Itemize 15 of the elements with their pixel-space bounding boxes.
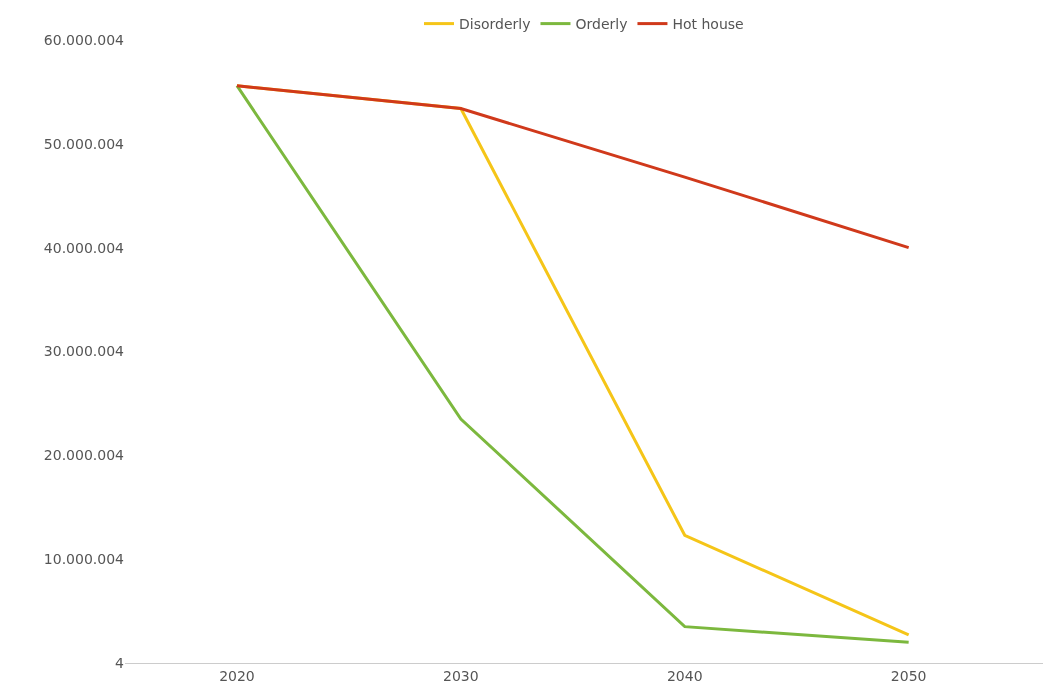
y-tick-label: 60.000.004 [43, 31, 125, 48]
x-tick-label: 2020 [219, 667, 255, 684]
legend-label: Hot house [672, 16, 744, 33]
legend-label: Orderly [575, 16, 628, 33]
y-tick-label: 40.000.004 [43, 239, 125, 256]
x-tick-label: 2050 [890, 667, 927, 684]
y-tick-label: 4 [115, 654, 125, 671]
line-series [235, 84, 911, 250]
y-tick-label: 30.000.004 [43, 343, 125, 360]
x-tick-label: 2030 [443, 667, 479, 684]
y-tick-label: 50.000.004 [43, 135, 125, 152]
y-tick-label: 20.000.004 [43, 447, 125, 464]
legend-label: Disorderly [459, 16, 531, 33]
x-tick-label: 2040 [666, 667, 703, 684]
y-tick-label: 10.000.004 [43, 551, 125, 568]
